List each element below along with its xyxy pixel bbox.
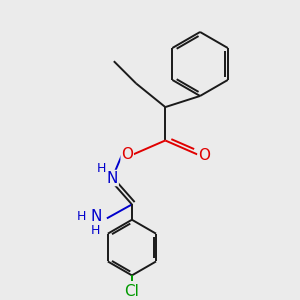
Text: O: O: [121, 147, 133, 162]
Text: H: H: [77, 211, 86, 224]
Text: N: N: [107, 170, 118, 185]
Text: H: H: [97, 162, 106, 175]
Text: H: H: [91, 224, 101, 237]
Text: N: N: [90, 209, 101, 224]
Text: O: O: [198, 148, 210, 163]
Text: Cl: Cl: [124, 284, 140, 299]
